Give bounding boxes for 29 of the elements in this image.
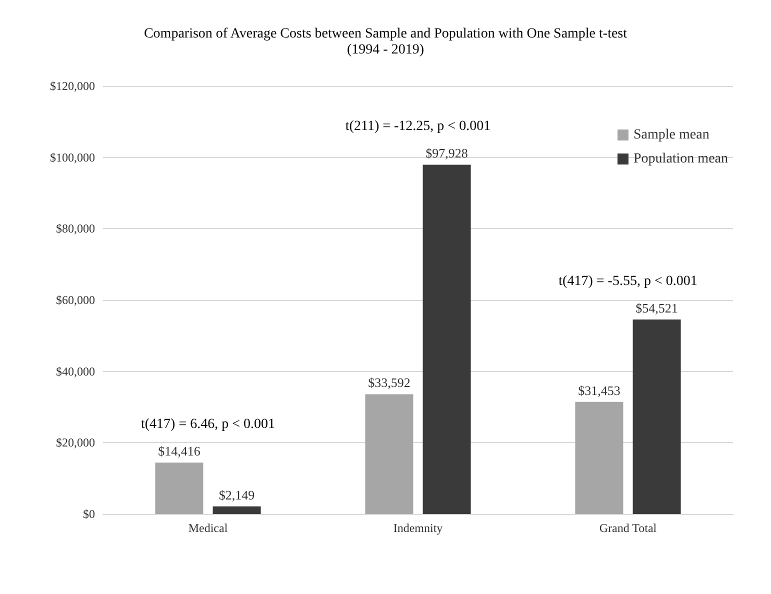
y-tick-label: $20,000	[56, 436, 95, 450]
bar	[155, 462, 204, 514]
annotation: t(211) = -12.25, p < 0.001	[345, 119, 491, 134]
legend-label: Population mean	[634, 152, 728, 166]
y-tick-label: $100,000	[50, 150, 95, 164]
data-label: $97,928	[426, 146, 468, 161]
bar	[365, 394, 414, 514]
y-tick-label: $40,000	[56, 364, 95, 378]
chart-subtitle: (1994 - 2019)	[347, 42, 424, 58]
chart-title: Comparison of Average Costs between Sample and Population with One Sample t-test	[144, 26, 628, 42]
annotation: t(417) = -5.55, p < 0.001	[558, 274, 698, 290]
bar	[212, 506, 261, 514]
data-label: $33,592	[368, 375, 410, 390]
x-tick-label: Indemnity	[393, 521, 443, 535]
bar	[422, 164, 471, 514]
data-label: $31,453	[578, 382, 620, 398]
x-tick-label: Grand Total	[599, 521, 658, 535]
y-tick-label: $120,000	[50, 79, 95, 93]
y-tick-label: $80,000	[56, 222, 95, 236]
x-tick-label: Medical	[188, 521, 228, 535]
legend-label: Sample mean	[634, 128, 710, 142]
annotation: t(417) = 6.46, p < 0.001	[140, 417, 276, 432]
data-label: $14,416	[158, 444, 201, 459]
bar	[575, 402, 624, 514]
data-label: $54,521	[636, 300, 678, 316]
data-label: $2,149	[218, 487, 255, 502]
y-tick-label: $0	[83, 507, 95, 521]
y-tick-label: $60,000	[56, 293, 95, 307]
bar	[632, 320, 681, 514]
